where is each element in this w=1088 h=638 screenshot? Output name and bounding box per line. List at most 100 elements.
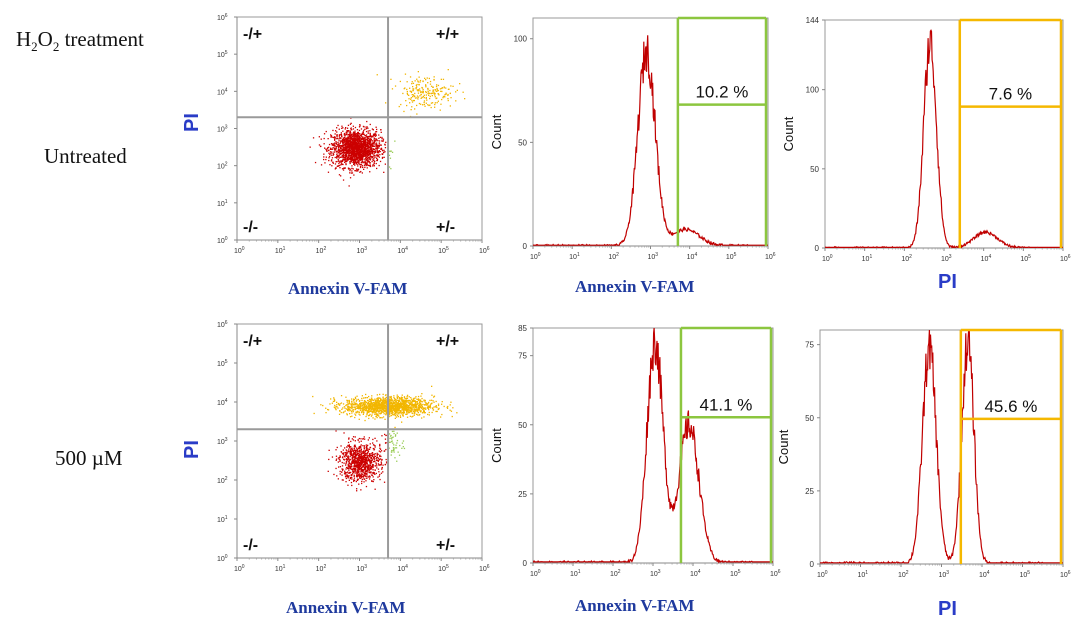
event-dot [320, 138, 322, 140]
event-dot [353, 153, 355, 155]
event-dot [393, 451, 395, 453]
event-dot [357, 468, 359, 471]
event-dot [374, 405, 376, 408]
event-dot [406, 397, 409, 399]
event-dot [375, 410, 377, 412]
event-dot [363, 155, 365, 157]
event-dot [402, 406, 405, 408]
event-dot [347, 152, 349, 155]
event-dot [424, 404, 426, 406]
event-dot [375, 415, 377, 418]
event-dot [399, 411, 402, 413]
event-dot [371, 399, 373, 401]
event-dot [447, 88, 450, 90]
event-dot [365, 447, 367, 449]
event-dot [381, 148, 383, 150]
event-dot [364, 438, 366, 440]
event-dot [376, 128, 378, 131]
hist-annexin-500uM-x-ticklabel-6: 106 [770, 569, 781, 578]
event-dot [374, 453, 376, 455]
scatter-500uM-y-ticklabel-6: 106 [217, 320, 228, 329]
event-dot [411, 94, 413, 96]
event-dot [372, 156, 374, 158]
event-dot [378, 142, 380, 144]
hist-pi-untreated-x-ticklabel-5: 105 [1020, 254, 1031, 263]
event-dot [398, 406, 400, 408]
event-dot [385, 411, 388, 414]
event-dot [375, 403, 377, 405]
event-dot [352, 439, 355, 441]
event-dot [370, 474, 373, 476]
event-dot [351, 149, 354, 151]
hist-annexin-untreated-x-ticklabel-2: 102 [608, 252, 619, 261]
event-dot [413, 99, 415, 102]
event-dot [344, 152, 347, 154]
event-dot [459, 83, 461, 85]
event-dot [347, 159, 349, 161]
event-dot [408, 396, 410, 398]
event-dot [352, 144, 355, 146]
event-dot [347, 484, 349, 486]
event-dot [353, 447, 355, 449]
event-dot [333, 143, 335, 145]
event-dot [361, 151, 363, 154]
event-dot [371, 455, 373, 457]
event-dot [366, 148, 368, 150]
event-dot [348, 448, 350, 450]
event-dot [366, 136, 368, 138]
event-dot [345, 477, 347, 480]
event-dot [368, 148, 370, 150]
event-dot [398, 403, 400, 406]
event-dot [359, 159, 361, 161]
event-dot [339, 466, 342, 468]
event-dot [336, 446, 338, 449]
event-dot [436, 410, 438, 413]
event-dot [368, 454, 371, 457]
event-dot [349, 168, 352, 170]
event-dot [370, 468, 373, 470]
event-dot [359, 414, 361, 416]
event-dot [361, 144, 363, 146]
event-dot [322, 404, 324, 407]
event-dot [358, 136, 360, 138]
event-dot [371, 405, 373, 407]
event-dot [412, 412, 414, 415]
scatter-untreated-y-ticklabel-6: 106 [217, 13, 228, 22]
event-dot [385, 410, 387, 413]
event-dot [384, 147, 387, 149]
event-dot [369, 459, 371, 461]
event-dot [329, 151, 332, 153]
event-dot [369, 443, 371, 445]
event-dot [327, 171, 330, 173]
event-dot [419, 401, 421, 403]
event-dot [351, 405, 353, 407]
event-dot [381, 403, 383, 405]
event-dot [354, 436, 356, 438]
event-dot [361, 143, 363, 145]
event-dot [337, 149, 339, 151]
event-dot [358, 467, 360, 469]
event-dot [373, 165, 375, 167]
event-dot [331, 159, 333, 161]
event-dot [363, 403, 365, 405]
event-dot [373, 134, 376, 137]
event-dot [405, 413, 407, 415]
event-dot [353, 479, 355, 481]
event-dot [374, 411, 376, 413]
event-dot [376, 159, 378, 162]
event-dot [344, 141, 346, 143]
event-dot [350, 139, 352, 141]
event-dot [366, 453, 368, 455]
event-dot [341, 125, 343, 127]
event-dot [358, 400, 361, 402]
event-dot [366, 447, 368, 450]
event-dot [336, 156, 338, 158]
event-dot [383, 411, 385, 413]
event-dot [355, 141, 357, 143]
event-dot [340, 160, 342, 162]
event-dot [375, 462, 377, 464]
event-dot [337, 151, 340, 153]
event-dot [428, 409, 430, 411]
event-dot [373, 402, 375, 404]
event-dot [371, 466, 373, 468]
